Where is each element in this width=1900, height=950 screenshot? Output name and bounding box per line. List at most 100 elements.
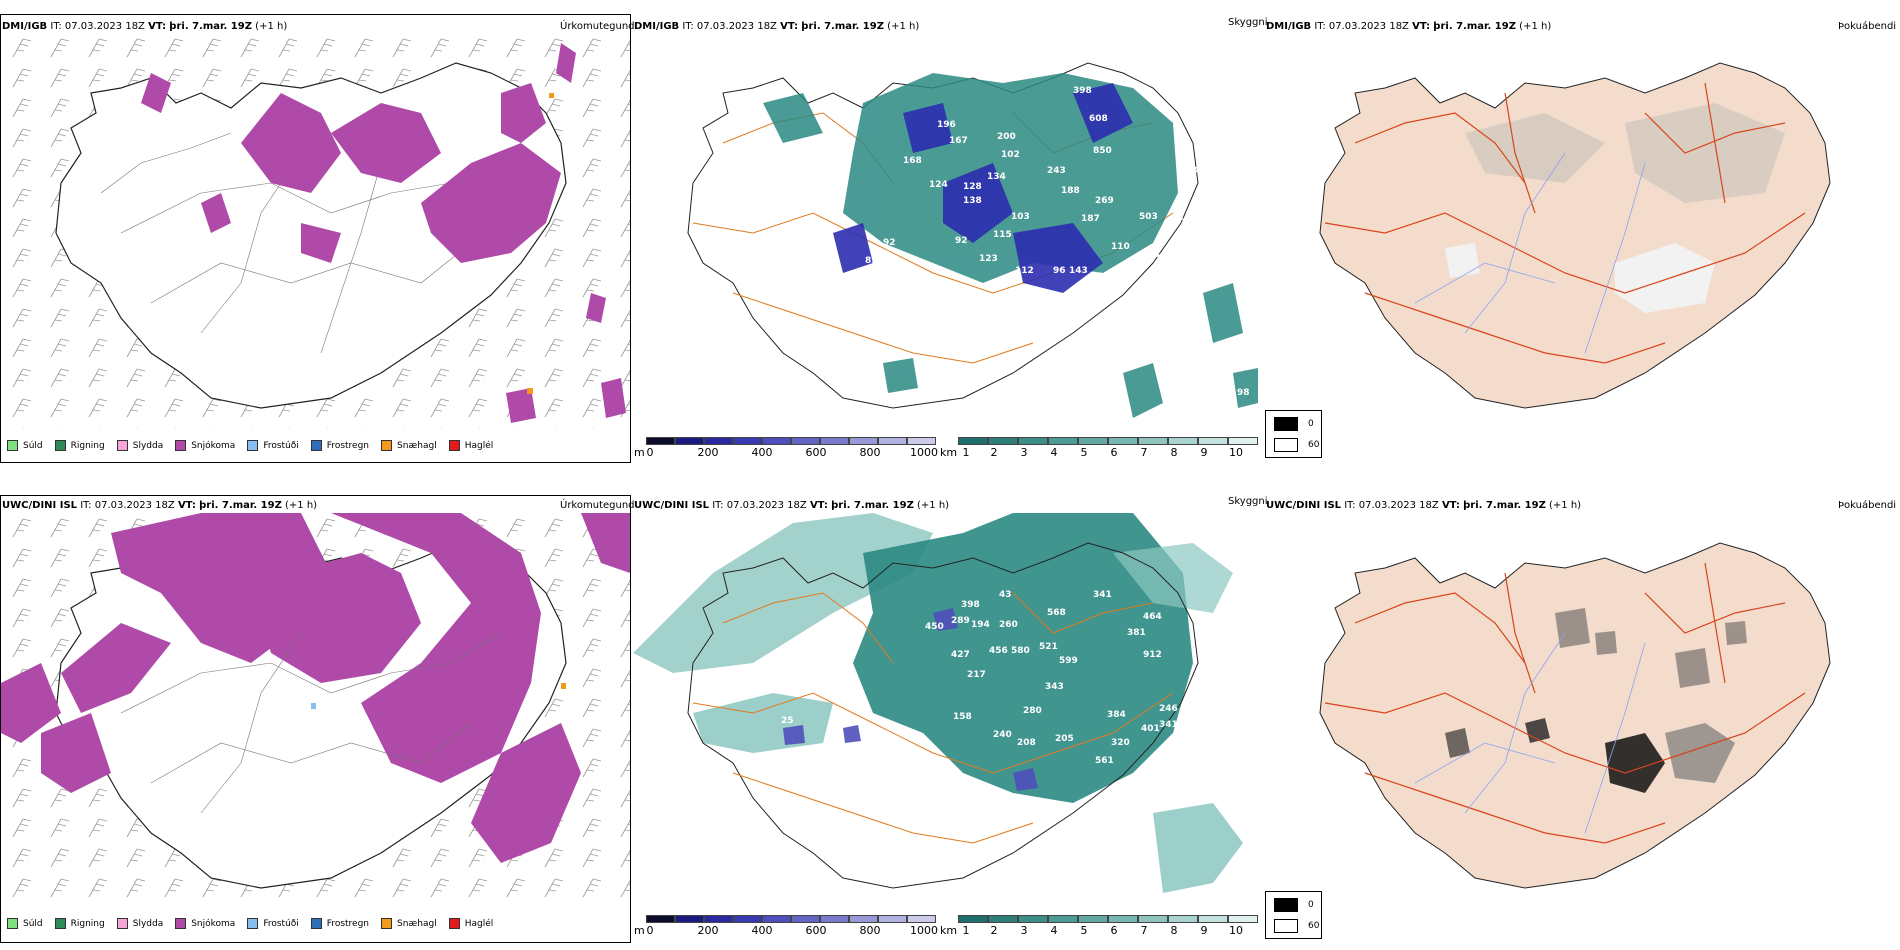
colorbar-tick: 3 [1020,446,1028,459]
legend-item: Haglél [448,440,493,451]
fog-legend-item: 0 [1274,898,1314,912]
cloud-label: 167 [949,136,968,146]
precip-map-frame [0,495,631,943]
colorbar-cell [1168,915,1198,923]
colorbar-cell [958,915,988,923]
colorbar-cell [988,915,1018,923]
legend-item: Slydda [116,440,163,451]
visibility-colorbar-ticks: 1 2 3 4 5 6 7 8 9 10 [958,446,1258,460]
row-2: UWC/DINI ISL IT: 07.03.2023 18Z VT: þri.… [0,478,1900,950]
cloud-label: 850 [1093,146,1112,156]
colorbar-tick: 600 [805,924,827,937]
colorbar-tick: 6 [1110,446,1118,459]
colorbar-cell [1198,437,1228,445]
colorbar-cell [1048,915,1078,923]
cloud-label: 320 [1111,738,1130,748]
cloud-colorbar-ticks: 0 200 400 600 800 1000 [646,446,939,460]
legend-item: Frostregn [310,440,369,451]
cloud-label: 102 [1001,150,1020,160]
colorbar-cell [1168,437,1198,445]
colorbar-tick: 8 [1170,924,1178,937]
legend-item: Súld [7,440,43,451]
cloud-colorbar [646,437,936,445]
colorbar-tick: 9 [1200,924,1208,937]
fog-legend-swatch [1274,417,1298,431]
colorbar-cell [907,915,936,923]
cloud-label: 110 [1111,242,1130,252]
cloud-label: 93 [867,270,880,280]
colorbar-cell [704,437,733,445]
colorbar-tick: 200 [697,446,719,459]
colorbar-cell [1048,437,1078,445]
colorbar-cell [791,915,820,923]
colorbar-tick: 10 [1229,446,1243,459]
cloud-label: 177 [1167,218,1186,228]
colorbar-unit: m [634,446,645,459]
legend-swatch [310,918,322,929]
fog-legend-swatch [1274,898,1298,912]
colorbar-tick: 2 [990,924,998,937]
colorbar-tick: 4 [1050,924,1058,937]
legend-item: Rigning [54,918,105,929]
cloud-label: 341 [1159,720,1178,730]
precip-map-frame [0,14,631,463]
legend-swatch [310,440,322,451]
colorbar-tick: 3 [1020,924,1028,937]
legend-item: Frostregn [310,918,369,929]
colorbar-tick: 600 [805,446,827,459]
cloud-label: 68 [793,146,806,156]
legend-item: Snæhagl [381,440,437,451]
panel-header: DMI/IGB IT: 07.03.2023 18Z VT: þri. 7.ma… [2,21,288,32]
legend-item: Súld [7,918,43,929]
panel-title-cloud: Skyggni [1228,496,1268,507]
cloud-label: 92 [883,238,896,248]
cloud-label: 123 [979,254,998,264]
panel-header: UWC/DINI ISL IT: 07.03.2023 18Z VT: þri.… [1266,500,1582,511]
cloud-label: 456 [989,646,1008,656]
cloud-label: 115 [993,230,1012,240]
colorbar-tick: 7 [1140,924,1148,937]
colorbar-cell [849,437,878,445]
cloud-label: 278 [1141,250,1160,260]
colorbar-unit: m [634,924,645,937]
snow-areas [1,513,630,863]
legend-swatch [7,440,18,451]
cloud-label: 112 [1015,266,1034,276]
colorbar-tick: 1 [962,446,970,459]
colorbar-cell [733,915,762,923]
cloud-label: 398 [1073,86,1092,96]
legend-swatch [381,918,393,929]
colorbar-cell [958,437,988,445]
colorbar-unit: km [940,924,958,937]
colorbar-tick: 5 [1080,446,1088,459]
panel-header: UWC/DINI ISL IT: 07.03.2023 18Z VT: þri.… [2,500,318,511]
cloud-label: 124 [929,180,948,190]
cloud-label: 190 [1199,676,1218,686]
cloud-label: 196 [937,120,956,130]
colorbar-tick: 8 [1170,446,1178,459]
cloud-label: 25 [781,716,794,726]
cloud-label: 503 [1139,212,1158,222]
cloud-label: 384 [1107,710,1126,720]
fog-legend-swatch [1274,438,1298,452]
cloud-label: 289 [951,616,970,626]
colorbar-cell [1228,915,1258,923]
cloud-label: 381 [1127,628,1146,638]
colorbar-cell [762,915,791,923]
cloud-map: 25 68 196 167 200 398 608 850 102 168 24… [687,62,1258,418]
cloud-label: 143 [1069,266,1088,276]
colorbar-tick: 800 [859,924,881,937]
cloud-label: 240 [993,730,1012,740]
colorbar-cell [791,437,820,445]
colorbar-cell [1228,437,1258,445]
precip-map [1,513,630,907]
fog-legend-swatch [1274,919,1298,933]
cloud-label: 269 [1095,196,1114,206]
cloud-label: 521 [1039,642,1058,652]
colorbar-cell [878,915,907,923]
cloud-label: 580 [1011,646,1030,656]
colorbar-tick: 9 [1200,446,1208,459]
cloud-map: 398 43 450 289 194 260 568 341 464 381 4… [633,513,1243,893]
fog-legend: 0 60 [1265,410,1322,458]
cloud-label: 194 [971,620,990,630]
